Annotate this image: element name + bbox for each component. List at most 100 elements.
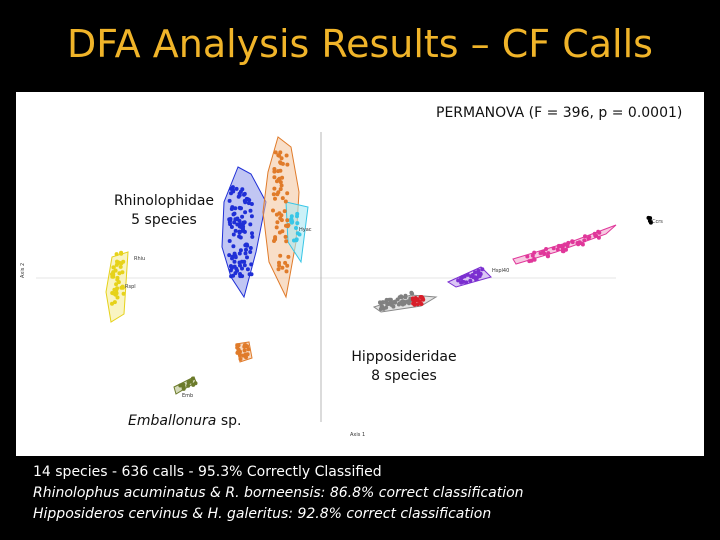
data-point xyxy=(191,382,196,387)
data-point xyxy=(285,263,290,268)
data-point xyxy=(116,280,121,285)
data-point xyxy=(188,379,192,384)
data-point xyxy=(121,259,126,264)
data-point xyxy=(562,242,567,247)
data-point xyxy=(564,247,568,252)
data-points xyxy=(110,150,653,391)
data-point xyxy=(283,199,288,204)
data-point xyxy=(231,232,236,237)
axis-caption: Axis 1 xyxy=(350,432,365,438)
data-point xyxy=(271,208,275,213)
data-point xyxy=(279,213,284,218)
data-point xyxy=(110,301,114,306)
data-point xyxy=(295,231,300,236)
data-point xyxy=(238,206,243,211)
data-point xyxy=(231,212,236,217)
data-point xyxy=(244,247,248,252)
data-point xyxy=(272,167,277,171)
data-point xyxy=(410,296,415,301)
data-point xyxy=(277,153,282,158)
data-point xyxy=(232,259,237,264)
data-point xyxy=(480,267,485,272)
data-point xyxy=(384,297,389,302)
cluster-tag: Rspl xyxy=(125,284,136,290)
data-point xyxy=(648,216,653,221)
data-point xyxy=(243,343,248,348)
data-point xyxy=(114,252,119,257)
data-point xyxy=(232,251,237,256)
data-point xyxy=(112,300,117,305)
data-point xyxy=(273,235,278,240)
data-point xyxy=(277,230,282,235)
cluster-tag: Ccrs xyxy=(652,219,663,225)
data-point xyxy=(234,266,239,271)
data-point xyxy=(274,225,279,230)
data-point xyxy=(242,192,246,197)
data-point xyxy=(530,253,535,258)
hipposideridae-name: Hipposideridae xyxy=(351,349,457,365)
data-point xyxy=(399,294,404,299)
data-point xyxy=(250,234,255,239)
data-point xyxy=(284,239,289,244)
data-point xyxy=(576,242,581,247)
data-point xyxy=(227,198,232,203)
permanova-label: PERMANOVA (F = 396, p = 0.0001) xyxy=(436,105,683,121)
data-point xyxy=(238,263,242,268)
data-point xyxy=(596,229,601,234)
data-point xyxy=(227,253,232,258)
dfa-plot: Rhiu Rspl Hyac Emb Hspl40 Ccrs Axis 1 Ax… xyxy=(16,92,704,456)
data-point xyxy=(248,208,253,213)
data-point xyxy=(275,179,279,184)
data-point xyxy=(248,250,253,254)
data-point xyxy=(242,263,247,268)
data-point xyxy=(240,214,245,219)
data-point xyxy=(278,168,283,173)
data-point xyxy=(111,265,116,270)
data-point xyxy=(532,250,537,255)
data-point xyxy=(245,352,250,357)
data-point xyxy=(244,242,249,247)
data-point xyxy=(273,196,277,201)
data-point xyxy=(241,220,246,225)
data-point xyxy=(421,297,426,302)
data-point xyxy=(227,239,232,243)
data-point xyxy=(235,343,240,348)
data-point xyxy=(272,175,277,180)
data-point xyxy=(190,376,195,381)
data-point xyxy=(237,229,242,234)
axis-caption: Axis 2 xyxy=(20,263,26,278)
emballonura-label: Emballonura sp. xyxy=(128,412,241,431)
data-point xyxy=(285,162,290,167)
data-point xyxy=(283,260,288,265)
data-point xyxy=(238,357,243,361)
data-point xyxy=(229,265,234,270)
data-point xyxy=(282,209,287,214)
data-point xyxy=(277,260,281,265)
data-point xyxy=(238,248,243,253)
data-point xyxy=(236,347,241,352)
data-point xyxy=(236,194,241,199)
data-point xyxy=(280,161,285,166)
data-point xyxy=(459,276,463,281)
data-point xyxy=(418,295,423,299)
data-point xyxy=(114,282,119,287)
data-point xyxy=(242,259,247,264)
data-point xyxy=(276,267,281,272)
data-point xyxy=(233,217,238,222)
data-point xyxy=(248,246,253,250)
data-point xyxy=(115,286,120,291)
data-point xyxy=(237,234,242,239)
data-point xyxy=(414,298,419,303)
data-point xyxy=(476,271,481,276)
data-point xyxy=(237,191,242,196)
data-point xyxy=(461,279,466,284)
data-point xyxy=(385,302,390,307)
data-point xyxy=(233,206,238,211)
data-point xyxy=(242,348,247,353)
data-point xyxy=(186,383,191,388)
data-point xyxy=(245,267,250,272)
data-point xyxy=(249,202,254,206)
data-point xyxy=(229,191,233,196)
data-point xyxy=(120,270,125,275)
data-point xyxy=(274,212,279,217)
